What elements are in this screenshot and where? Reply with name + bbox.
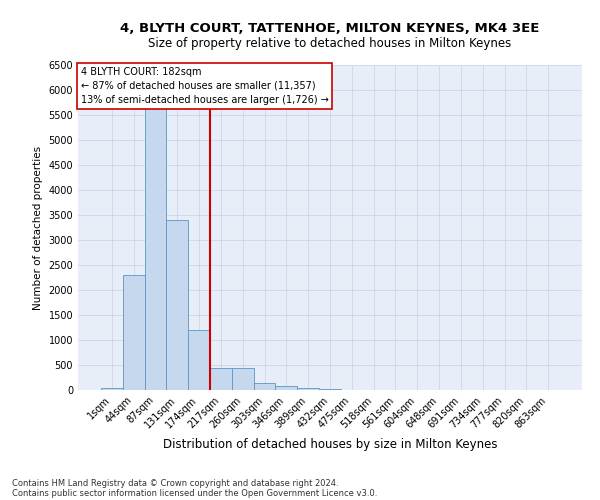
Bar bbox=[232, 368, 254, 390]
Y-axis label: Number of detached properties: Number of detached properties bbox=[33, 146, 43, 310]
Bar bbox=[275, 386, 297, 390]
Bar bbox=[166, 220, 188, 390]
Bar bbox=[188, 330, 210, 390]
Bar bbox=[210, 368, 232, 390]
Text: 4, BLYTH COURT, TATTENHOE, MILTON KEYNES, MK4 3EE: 4, BLYTH COURT, TATTENHOE, MILTON KEYNES… bbox=[121, 22, 539, 36]
Bar bbox=[297, 388, 319, 390]
X-axis label: Distribution of detached houses by size in Milton Keynes: Distribution of detached houses by size … bbox=[163, 438, 497, 451]
Bar bbox=[254, 382, 275, 390]
Text: Contains HM Land Registry data © Crown copyright and database right 2024.: Contains HM Land Registry data © Crown c… bbox=[12, 478, 338, 488]
Text: Contains public sector information licensed under the Open Government Licence v3: Contains public sector information licen… bbox=[12, 488, 377, 498]
Text: Size of property relative to detached houses in Milton Keynes: Size of property relative to detached ho… bbox=[148, 38, 512, 51]
Bar bbox=[145, 95, 166, 390]
Bar bbox=[101, 388, 123, 390]
Text: 4 BLYTH COURT: 182sqm
← 87% of detached houses are smaller (11,357)
13% of semi-: 4 BLYTH COURT: 182sqm ← 87% of detached … bbox=[80, 66, 328, 104]
Bar bbox=[123, 275, 145, 390]
Bar bbox=[319, 389, 341, 390]
